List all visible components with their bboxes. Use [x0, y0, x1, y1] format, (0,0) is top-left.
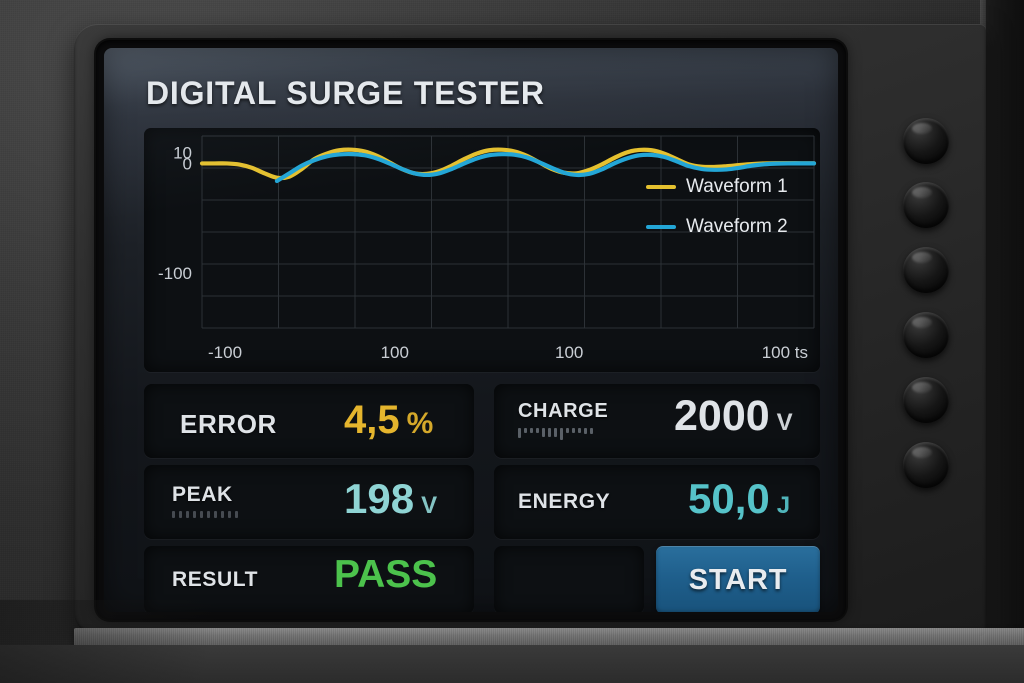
case-right-edge	[986, 0, 1024, 683]
peak-value-group: 198 V	[344, 475, 437, 523]
svg-text:100: 100	[381, 343, 409, 362]
charge-value: 2000	[674, 392, 770, 440]
result-value-group: PASS	[334, 553, 437, 597]
charge-scale-ticks	[518, 428, 593, 440]
svg-text:10: 10	[173, 143, 192, 162]
result-value: PASS	[334, 553, 438, 596]
device-bottom-shadow	[0, 600, 300, 683]
svg-text:0: 0	[183, 154, 192, 173]
error-value: 4,5	[344, 398, 400, 442]
charge-unit: V	[776, 409, 793, 436]
legend-item-waveform-1[interactable]: Waveform 1	[642, 167, 808, 207]
legend-item-waveform-2[interactable]: Waveform 2	[642, 207, 808, 247]
metric-panel-empty	[494, 546, 644, 612]
metric-panel-peak[interactable]: PEAK 198 V	[144, 465, 474, 539]
bezel-button-3[interactable]	[903, 247, 949, 293]
svg-text:-100: -100	[208, 343, 242, 362]
error-unit: %	[406, 407, 434, 440]
bezel-button-5[interactable]	[903, 377, 949, 423]
error-value-group: 4,5 %	[344, 398, 433, 443]
bezel-button-4[interactable]	[903, 312, 949, 358]
metric-panel-error[interactable]: ERROR 4,5 %	[144, 384, 474, 458]
peak-unit: V	[421, 492, 438, 519]
waveform-chart: 100 -100 -100 100 100 100 ts	[158, 135, 817, 362]
svg-text:100: 100	[555, 343, 583, 362]
peak-scale-dots	[172, 511, 238, 518]
start-button[interactable]: START	[656, 546, 820, 612]
peak-value: 198	[344, 475, 415, 522]
start-button-label: START	[688, 563, 788, 596]
lcd-screen: DIGITAL SURGE TESTER 10 0 -100 -100 100 100 10…	[104, 48, 838, 612]
result-label: RESULT	[172, 568, 259, 591]
legend-swatch-waveform-2	[646, 225, 676, 229]
charge-value-group: 2000 V	[674, 392, 793, 441]
charge-label: CHARGE	[518, 400, 609, 422]
chart-legend: Waveform 1 Waveform 2	[642, 167, 808, 247]
svg-text:100 ts: 100 ts	[762, 343, 808, 362]
energy-value: 50,0	[688, 475, 770, 522]
energy-unit: J	[776, 492, 791, 519]
device-bottom-ledge	[74, 628, 1024, 650]
bezel-button-2[interactable]	[903, 182, 949, 228]
peak-label: PEAK	[172, 483, 233, 506]
energy-value-group: 50,0 J	[688, 475, 790, 523]
error-label: ERROR	[180, 409, 277, 439]
legend-label-waveform-2: Waveform 2	[686, 216, 788, 237]
metric-panel-charge[interactable]: CHARGE 2000 V	[494, 384, 820, 458]
legend-label-waveform-1: Waveform 1	[686, 176, 788, 197]
energy-label: ENERGY	[518, 490, 611, 513]
page-title: DIGITAL SURGE TESTER	[146, 75, 545, 111]
bezel-button-6[interactable]	[903, 442, 949, 488]
legend-swatch-waveform-1	[646, 185, 676, 189]
bezel-button-1[interactable]	[903, 118, 949, 164]
waveform-chart-panel: 10 0 -100 -100 100 100 100 ts Waveform 1 Wavef…	[144, 128, 820, 372]
metric-panel-energy[interactable]: ENERGY 50,0 J	[494, 465, 820, 539]
svg-text:-100: -100	[158, 264, 192, 283]
